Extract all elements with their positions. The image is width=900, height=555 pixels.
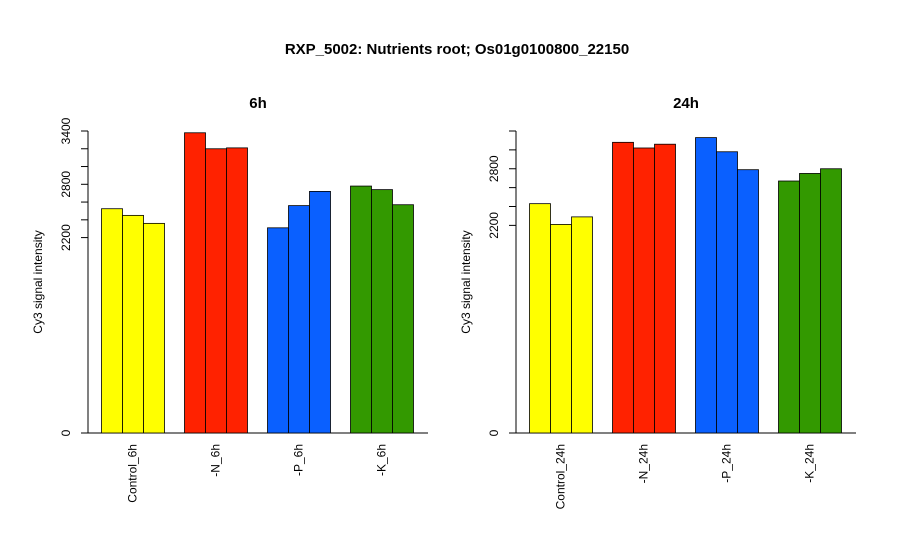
category-label: Control_24h (554, 444, 568, 509)
y-axis-label: Cy3 signal intensity (459, 230, 473, 333)
y-tick-label: 3400 (59, 117, 73, 144)
bar-n24h-2 (633, 147, 655, 434)
bar-k24h-3 (820, 168, 842, 434)
y-tick-label: 2800 (59, 171, 73, 198)
bar-control24h-1 (529, 203, 551, 434)
bar-control6h-2 (122, 214, 144, 434)
category-label: -K_24h (803, 444, 817, 483)
y-axis-label: Cy3 signal intensity (31, 230, 45, 333)
category-label: -N_24h (637, 444, 651, 483)
bar-k6h-2 (371, 189, 393, 434)
bar-control6h-1 (101, 208, 123, 434)
category-label: -P_24h (720, 444, 734, 483)
bar-p24h-1 (695, 137, 717, 434)
bar-k24h-1 (778, 180, 800, 434)
bar-k24h-2 (799, 173, 821, 434)
category-label: -P_6h (292, 444, 306, 476)
panel-title: 6h (249, 95, 267, 112)
bar-n6h-3 (226, 147, 248, 434)
bar-p6h-2 (288, 205, 310, 434)
bar-control6h-3 (143, 222, 165, 434)
bar-n24h-3 (654, 143, 676, 434)
bar-control24h-2 (550, 224, 572, 434)
y-tick-label: 2200 (487, 212, 501, 239)
bar-p24h-3 (737, 169, 759, 434)
category-label: -N_6h (209, 444, 223, 477)
bar-n6h-2 (205, 148, 227, 434)
bar-n6h-1 (184, 132, 206, 434)
y-tick-label: 2200 (59, 224, 73, 251)
bar-p24h-2 (716, 151, 738, 434)
category-label: Control_6h (126, 444, 140, 503)
y-tick-label: 0 (487, 429, 501, 436)
bar-p6h-3 (309, 190, 331, 434)
y-tick-label: 2800 (487, 155, 501, 182)
figure-title: RXP_5002: Nutrients root; Os01g0100800_2… (285, 41, 629, 58)
category-label: -K_6h (375, 444, 389, 476)
bar-k6h-3 (392, 204, 414, 434)
panel-title: 24h (673, 95, 699, 112)
y-tick-label: 0 (59, 429, 73, 436)
bar-n24h-1 (612, 141, 634, 434)
bar-p6h-1 (267, 227, 289, 434)
bar-k6h-1 (350, 185, 372, 434)
bar-control24h-3 (571, 216, 593, 434)
